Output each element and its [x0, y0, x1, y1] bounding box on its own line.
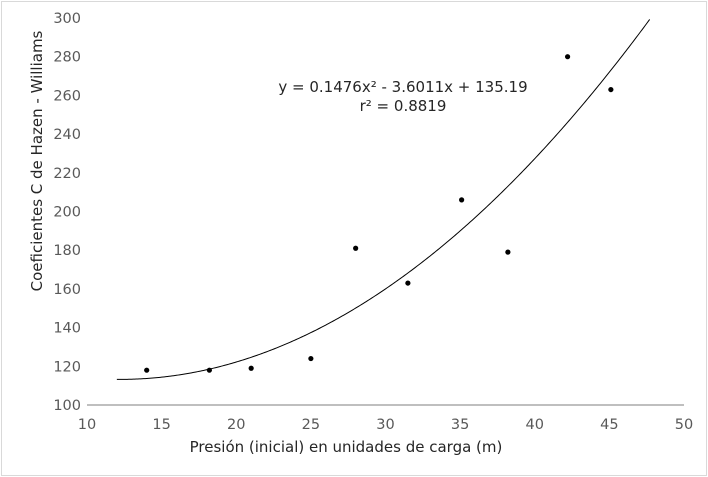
data-point — [144, 367, 150, 373]
data-points — [144, 54, 614, 373]
data-point — [459, 197, 465, 203]
y-tick-label: 160 — [53, 282, 81, 298]
y-tick-label: 200 — [53, 205, 81, 221]
x-axis-title: Presión (inicial) en unidades de carga (… — [190, 438, 503, 456]
y-axis-title: Coeficientes C de Hazen - Williams — [28, 30, 46, 291]
y-tick-label: 100 — [53, 398, 81, 414]
y-tick-label: 140 — [53, 321, 81, 337]
data-point — [248, 365, 254, 371]
y-tick-label: 120 — [53, 359, 81, 375]
data-point — [505, 249, 511, 255]
data-point — [564, 54, 571, 60]
y-tick-label: 240 — [53, 127, 81, 143]
data-point — [608, 86, 614, 93]
x-tick-label: 10 — [78, 417, 96, 433]
x-tick-label: 40 — [526, 417, 544, 433]
trendline-r-squared: r² = 0.8819 — [360, 97, 447, 115]
y-tick-label: 260 — [53, 88, 81, 104]
data-point — [206, 367, 212, 373]
x-tick-labels: 10 15 20 25 30 35 40 45 50 — [78, 417, 693, 433]
y-tick-label: 180 — [53, 243, 81, 259]
y-tick-label: 220 — [53, 166, 81, 182]
x-tick-label: 20 — [227, 417, 245, 433]
data-point — [405, 280, 411, 286]
x-tick-label: 50 — [675, 417, 693, 433]
y-tick-label: 280 — [53, 50, 81, 66]
x-tick-label: 35 — [451, 417, 469, 433]
trendline-equation: y = 0.1476x² - 3.6011x + 135.19 — [278, 78, 527, 96]
x-tick-label: 25 — [302, 417, 320, 433]
y-tick-labels: 100 120 140 160 180 200 220 240 260 280 300 — [53, 11, 81, 414]
x-tick-label: 45 — [600, 417, 618, 433]
trendline — [116, 19, 651, 380]
data-point — [308, 355, 314, 362]
y-tick-label: 300 — [53, 11, 81, 27]
x-tick-label: 30 — [376, 417, 394, 433]
data-point — [353, 245, 359, 251]
x-tick-label: 15 — [152, 417, 170, 433]
